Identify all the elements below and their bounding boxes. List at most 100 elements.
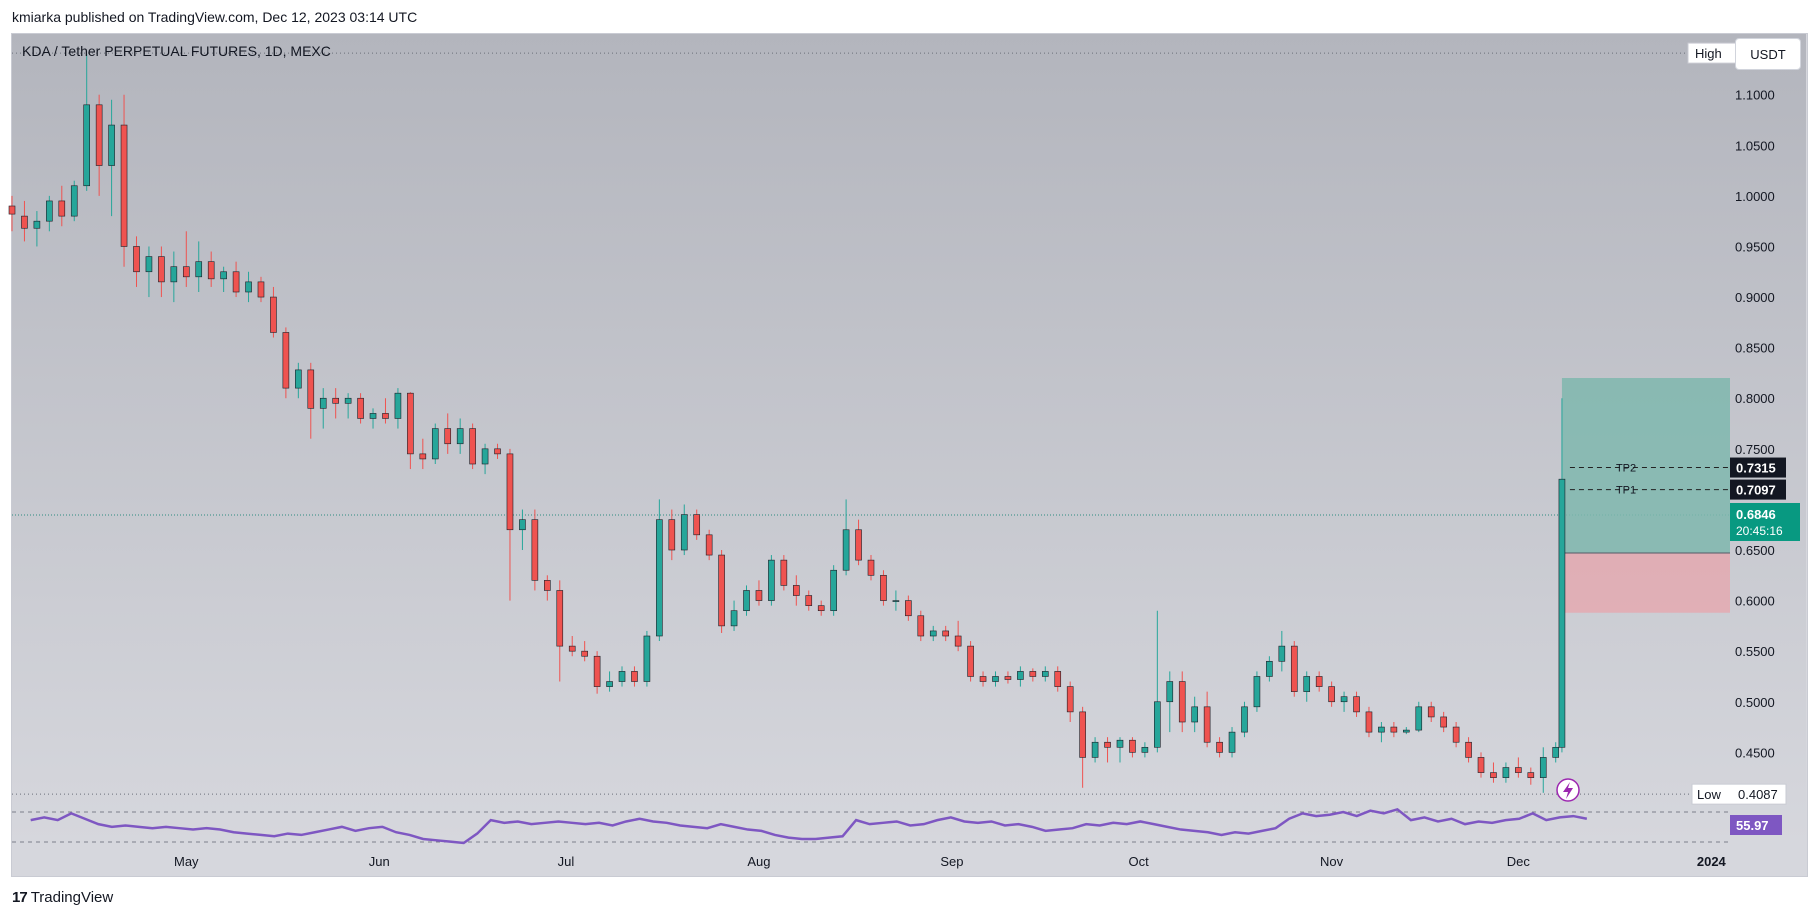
candle-body	[1091, 741, 1099, 758]
candle-body	[1328, 686, 1335, 703]
x-tick-label: Jun	[369, 854, 390, 869]
candle-body	[307, 369, 315, 409]
candle-body	[195, 261, 203, 278]
loss-zone	[1561, 553, 1730, 613]
x-tick-label: Jul	[558, 854, 575, 869]
candle-body	[855, 529, 862, 561]
candle-body	[929, 630, 937, 637]
candle-body	[1353, 696, 1360, 713]
candle-body	[158, 256, 165, 283]
candle-body	[1278, 645, 1286, 662]
candle-body	[718, 554, 725, 627]
candle-body	[33, 220, 41, 229]
candle-body	[83, 104, 90, 187]
candle-body	[394, 392, 402, 419]
candle-body	[407, 392, 414, 455]
candle-body	[1365, 711, 1373, 733]
candle-body	[1527, 772, 1535, 778]
candle-body	[431, 428, 439, 460]
candle-body	[319, 397, 327, 409]
candle-body	[1415, 706, 1423, 731]
candle-body	[170, 266, 178, 283]
y-tick-label: 0.5000	[1735, 695, 1775, 710]
candle-body	[1490, 772, 1497, 778]
candle-body	[1104, 741, 1111, 748]
candle-body	[481, 448, 489, 465]
y-tick-label: 0.5500	[1735, 644, 1775, 659]
candle-body	[145, 256, 153, 273]
candle-body	[357, 397, 364, 419]
candle-body	[95, 104, 103, 166]
low-label-box	[1691, 783, 1787, 805]
candle-body	[1403, 729, 1410, 733]
candle-body	[842, 529, 850, 571]
candle-body	[1378, 726, 1385, 733]
candle-body	[1203, 706, 1211, 743]
low-value-text: 0.4087	[1738, 787, 1778, 802]
candle-body	[1178, 681, 1186, 723]
currency-button[interactable]: USDT	[1735, 38, 1801, 70]
candle-body	[656, 519, 663, 637]
candle-body	[581, 650, 588, 657]
candle-body	[1477, 757, 1485, 773]
candle-body	[531, 519, 539, 581]
tradingview-logo-icon: 17	[12, 889, 28, 906]
candle-body	[1539, 757, 1547, 778]
candle-body	[1079, 711, 1086, 758]
candle-body	[220, 271, 227, 280]
profit-zone	[1561, 378, 1730, 554]
x-tick-label: Dec	[1507, 854, 1531, 869]
candle-body	[207, 261, 215, 280]
x-tick-label: Nov	[1320, 854, 1344, 869]
candle-body	[755, 590, 763, 601]
candle-body	[967, 645, 974, 677]
candle-body	[780, 559, 788, 586]
candle-body	[1340, 696, 1348, 703]
candle-body	[892, 600, 900, 602]
candle-body	[631, 671, 638, 682]
candle-body	[369, 413, 377, 419]
candle-body	[1041, 671, 1049, 677]
candle-body	[182, 266, 190, 278]
candle-body	[494, 448, 501, 455]
tradingview-logo[interactable]: 17 TradingView	[12, 889, 113, 906]
candle-body	[120, 124, 128, 247]
candle-body	[469, 428, 476, 465]
current-price-text: 0.6846	[1736, 507, 1776, 522]
candle-body	[1116, 739, 1124, 748]
candle-body	[1552, 746, 1560, 758]
candle-body	[905, 600, 912, 617]
x-tick-label: 2024	[1697, 854, 1727, 869]
candle-body	[344, 397, 352, 404]
candle-body	[1266, 660, 1273, 677]
candle-body	[58, 200, 66, 217]
x-tick-label: May	[174, 854, 199, 869]
candle-body	[1315, 676, 1323, 687]
candle-body	[544, 580, 551, 591]
candle-body	[295, 369, 302, 389]
candle-body	[705, 534, 713, 556]
candle-body	[680, 514, 688, 551]
candle-body	[730, 610, 738, 627]
candle-body	[693, 514, 701, 536]
y-tick-label: 0.4500	[1735, 745, 1775, 760]
candle-body	[830, 569, 837, 612]
candle-body	[606, 681, 613, 687]
candle-body	[1241, 706, 1248, 733]
candle-body	[419, 453, 427, 460]
candle-body	[880, 574, 887, 601]
rsi-value-badge	[1730, 815, 1782, 835]
candle-body	[979, 676, 987, 682]
tradingview-brand: TradingView	[30, 889, 114, 906]
candle-body	[270, 296, 277, 333]
candle-body	[942, 630, 949, 637]
candle-body	[1427, 706, 1435, 718]
lightning-icon-glyph	[1563, 782, 1573, 799]
candle-body	[382, 413, 389, 419]
candle-body	[257, 281, 265, 298]
current-price-badge	[1730, 502, 1800, 541]
candle-body	[1066, 686, 1074, 713]
candle-body	[1452, 726, 1460, 743]
candle-body	[1017, 671, 1024, 680]
